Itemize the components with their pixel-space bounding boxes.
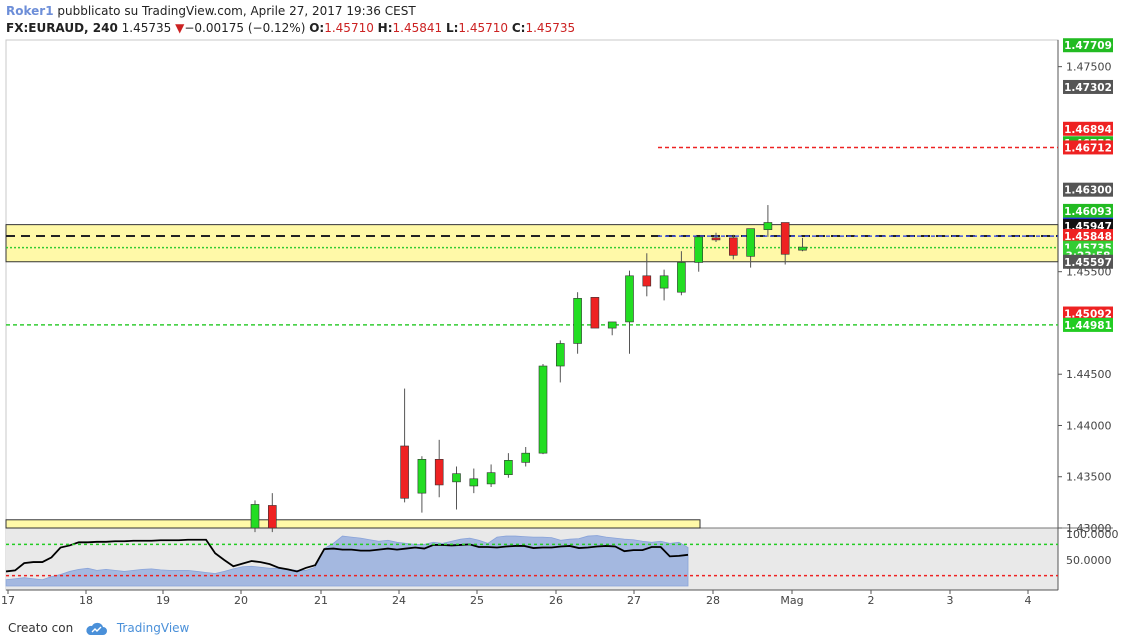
candle-body [555,343,565,367]
time-tick-label: Mag [780,594,803,607]
price-label-box [1063,140,1113,155]
candle-body [728,237,738,256]
candle-body [573,298,582,344]
time-tick-label: 24 [392,594,406,607]
time-tick-label: 19 [156,594,170,607]
price-label-text: 1.46894 [1064,124,1112,136]
footer: Creato con TradingView [8,618,189,638]
candle-body [469,478,479,487]
time-tick-label: 26 [549,594,563,607]
candle-body [763,222,773,230]
price-label-box [1063,38,1113,53]
time-tick-label: 27 [627,594,641,607]
candle-body [677,262,686,293]
price-label-box [1063,121,1113,136]
time-tick-label: 21 [314,594,328,607]
time-tick-label: 4 [1025,594,1032,607]
price-label-box [1063,254,1113,269]
candle-body [267,505,277,529]
publish-line: Roker1 pubblicato su TradingView.com, Ap… [6,3,1116,20]
oscillator-area [5,535,689,587]
cloud-icon [86,622,108,635]
open-value: 1.45710 [324,21,374,35]
time-tick-label: 20 [234,594,248,607]
oscillator-line [5,538,689,573]
candle-body [434,459,444,486]
low-label: L: [445,21,459,35]
candle-body [659,275,669,289]
support-zone [5,519,701,529]
price-tick-label: 1.44500 [1066,368,1112,381]
price-label-box [1063,306,1113,321]
publish-info: pubblicato su TradingView.com, Aprile 27… [57,4,416,18]
price-label-box [1063,317,1113,332]
tradingview-brand[interactable]: TradingView [116,621,190,635]
high-label: H: [377,21,393,35]
created-with-label: Creato con [8,621,74,635]
price-label-text: 1.47709 [1064,40,1112,52]
candle-body [538,365,548,454]
time-tick-label: 25 [470,594,484,607]
oscillator-tick-label: 50.0000 [1066,554,1112,567]
candle-body [694,236,704,263]
candle-body [746,228,755,257]
candle-body [711,237,721,241]
price-label-text: 1.44981 [1064,320,1112,332]
close-value: 1.45735 [525,21,576,35]
time-tick-label: 17 [1,594,15,607]
candle-body [798,246,807,251]
price-label-text: 1.47302 [1064,82,1112,94]
author-name[interactable]: Roker1 [6,4,54,18]
candle-body [486,472,496,485]
symbol-line: FX:EURAUD, 240 1.45735 ▼−0.00175 (−0.12%… [6,20,1116,37]
chart-frame [5,39,1059,591]
candle-body [590,297,600,329]
candle-body [400,445,409,499]
price-tick-label: 1.47500 [1066,61,1112,74]
time-tick-label: 2 [868,594,875,607]
price-label-text: 1.45092 [1064,309,1112,321]
close-label: C: [511,21,526,35]
candle-body [607,321,617,329]
candle-body [504,460,513,475]
price-label-text: 1.45597 [1064,257,1112,269]
candle-body [250,504,260,529]
down-arrow-icon: ▼ [175,21,185,35]
last-price: 1.45735 [121,21,172,35]
price-label-box [1063,182,1113,197]
price-tick-label: 1.43500 [1066,471,1112,484]
candle-body [642,275,652,287]
candle-body [452,473,461,483]
price-label-box [1063,229,1113,244]
candle-body [780,222,790,255]
price-label-text: 1.46712 [1064,142,1112,154]
candle-body [521,452,531,463]
price-label-text: 1.45848 [1064,231,1112,243]
price-label-text: 1.46093 [1064,206,1112,218]
chart-header: Roker1 pubblicato su TradingView.com, Ap… [6,3,1116,39]
price-tick-label: 1.43000 [1066,522,1112,535]
support-zone [5,224,1059,263]
candle-body [417,459,427,494]
symbol-label: FX:EURAUD, 240 [6,21,118,35]
price-label-text: 1.46300 [1064,185,1112,197]
time-tick-label: 18 [79,594,93,607]
price-tick-label: 1.45500 [1066,266,1112,279]
open-label: O: [309,21,325,35]
time-tick-label: 3 [947,594,954,607]
high-value: 1.45841 [392,21,443,35]
candle-body [625,275,634,323]
price-label-box [1063,79,1113,94]
low-value: 1.45710 [458,21,509,35]
price-tick-label: 1.44000 [1066,419,1112,432]
price-change: −0.00175 (−0.12%) [184,21,306,35]
price-label-box [1063,203,1113,218]
oscillator-tick-label: 100.0000 [1066,528,1119,541]
time-tick-label: 28 [706,594,720,607]
